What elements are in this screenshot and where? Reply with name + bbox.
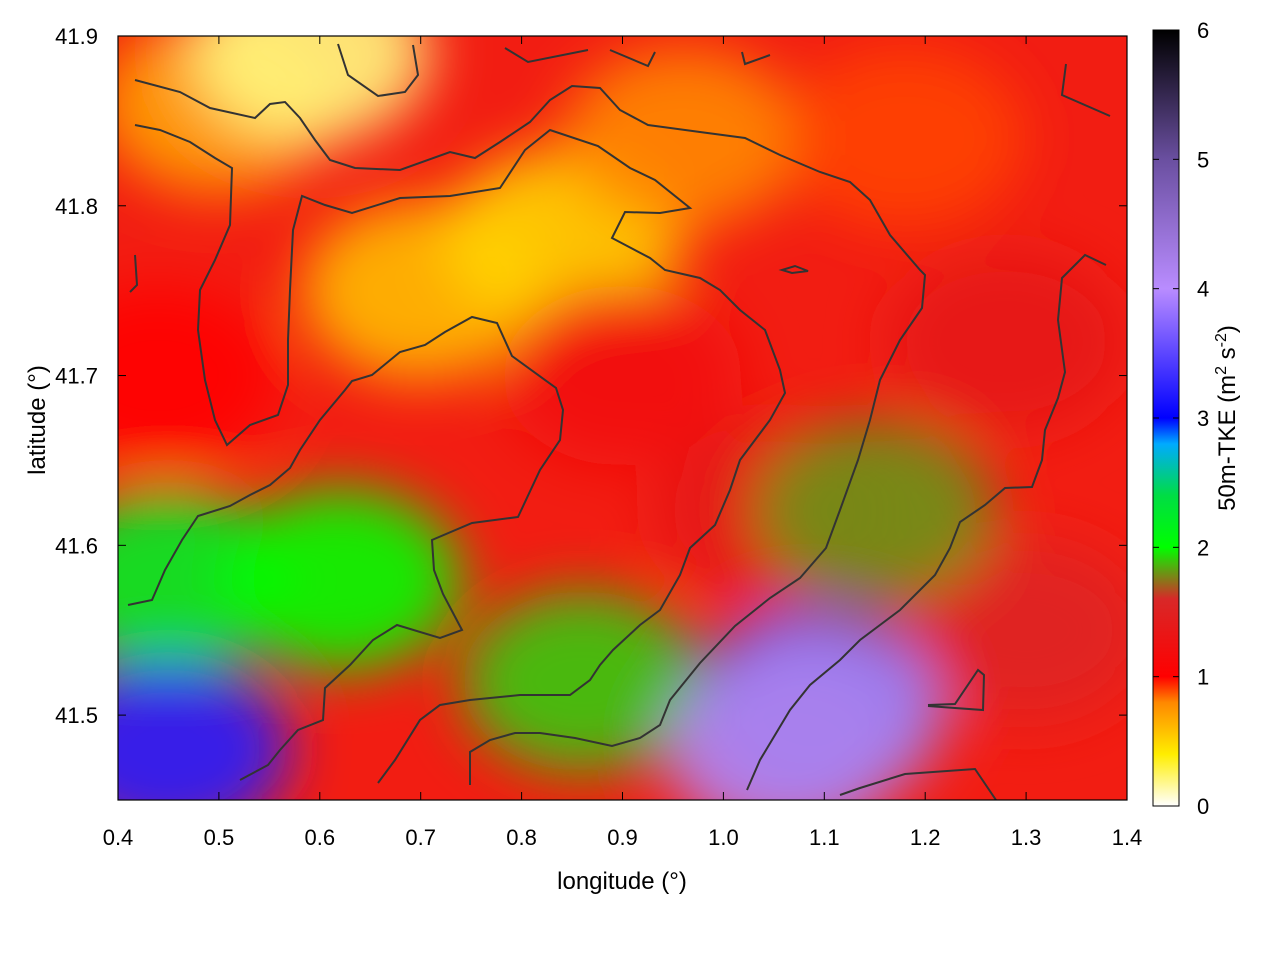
- colorbar-tick-label: 3: [1197, 406, 1209, 431]
- y-axis-tick-labels: 41.5 41.6 41.7 41.8 41.9: [55, 24, 98, 728]
- x-tick-label: 0.8: [506, 825, 537, 850]
- contour-line: [127, 315, 565, 781]
- heatmap-region: [906, 540, 1127, 721]
- heatmap-region: [118, 659, 289, 800]
- colorbar-tick-label: 2: [1197, 535, 1209, 560]
- heatmap-region: [704, 625, 945, 800]
- colorbar-tick-label: 4: [1197, 277, 1209, 302]
- contour-line: [1060, 63, 1111, 117]
- contour-line: [129, 254, 139, 293]
- x-axis-label: longitude (°): [557, 868, 687, 895]
- contour-line: [741, 51, 771, 66]
- colorbar-tick-label: 1: [1197, 665, 1209, 690]
- heatmap-region: [563, 47, 804, 228]
- x-tick-label: 0.7: [405, 825, 436, 850]
- colorbar-tick-label: 6: [1197, 18, 1209, 43]
- contour-line: [927, 668, 986, 712]
- y-axis-label: latitude (°): [24, 365, 51, 475]
- x-tick-label: 0.6: [305, 825, 336, 850]
- axis-ticks: [117, 35, 1128, 800]
- x-tick-label: 0.9: [607, 825, 638, 850]
- x-tick-label: 0.5: [204, 825, 235, 850]
- x-tick-label: 0.4: [103, 825, 134, 850]
- y-tick-label: 41.8: [55, 194, 98, 219]
- x-tick-label: 1.4: [1112, 825, 1143, 850]
- x-tick-label: 1.2: [910, 825, 941, 850]
- y-tick-label: 41.7: [55, 364, 98, 389]
- heatmap-region: [219, 489, 460, 670]
- y-tick-label: 41.9: [55, 24, 98, 49]
- heatmap-region: [885, 251, 1126, 432]
- heatmap-region: [785, 47, 1026, 228]
- contour-line: [778, 264, 809, 275]
- heatmap-field: [118, 36, 1127, 800]
- heatmap-region: [754, 421, 995, 602]
- contour-line: [337, 43, 420, 98]
- contour-line: [134, 79, 927, 785]
- y-tick-label: 41.5: [55, 703, 98, 728]
- x-tick-label: 1.1: [809, 825, 840, 850]
- colorbar-tick-label: 0: [1197, 794, 1209, 819]
- contour-line: [504, 47, 589, 64]
- x-axis-tick-labels: 0.4 0.5 0.6 0.7 0.8 0.9 1.0 1.1 1.2 1.3 1.4: [103, 825, 1143, 850]
- contour-lines: [127, 43, 1111, 800]
- y-tick-label: 41.6: [55, 533, 98, 558]
- contour-line: [746, 253, 1107, 791]
- heatmap-blobs: [118, 36, 1127, 800]
- contour-line: [609, 49, 656, 68]
- x-tick-label: 1.3: [1011, 825, 1042, 850]
- colorbar-ticks: 0 1 2 3 4 5 6: [1153, 18, 1209, 819]
- heatmap-region: [462, 591, 703, 772]
- colorbar-label: 50m-TKE (m2 s-2): [1213, 325, 1241, 511]
- contour-line: [134, 124, 787, 784]
- x-tick-label: 1.0: [708, 825, 739, 850]
- contour-line: [839, 767, 997, 800]
- colorbar-tick-label: 5: [1197, 147, 1209, 172]
- heatmap-region: [118, 285, 279, 466]
